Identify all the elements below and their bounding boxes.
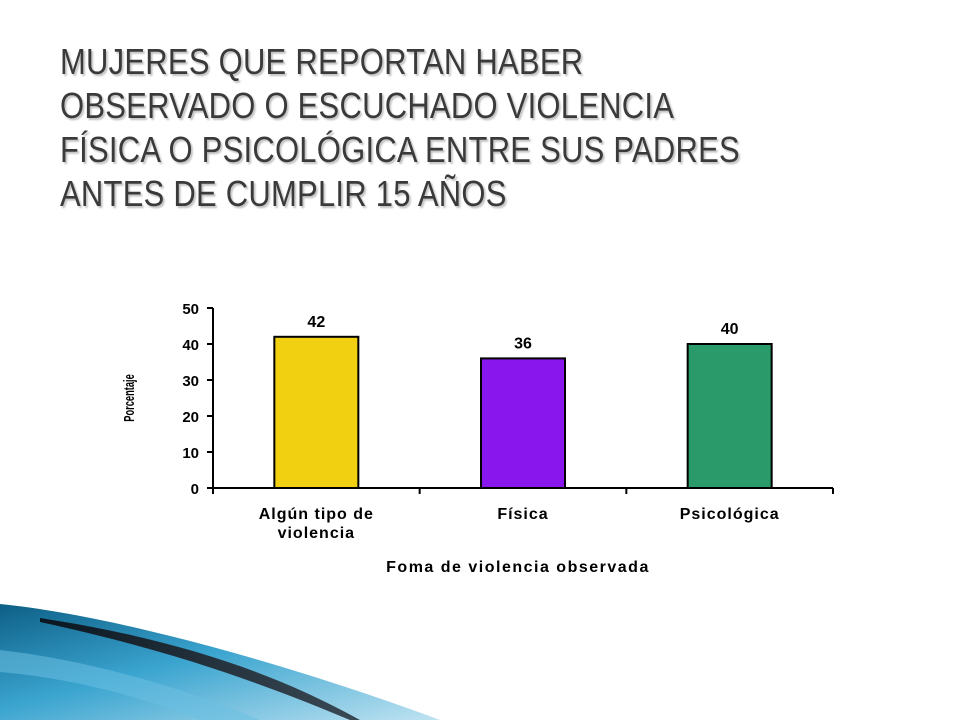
- bar: [480, 357, 566, 490]
- y-tick-label: 40: [182, 337, 199, 354]
- bar: [273, 335, 360, 489]
- slide-title: MUJERES QUE REPORTAN HABER OBSERVADO O E…: [60, 41, 740, 214]
- x-category-label: Física: [497, 506, 548, 523]
- bar-data-label: 40: [721, 321, 739, 338]
- chart-layer: 0 10 20 30 40 50 42 Algún tipo de violencia 36 Fís…: [182, 301, 834, 542]
- swoosh-highlight: [0, 650, 260, 720]
- y-tick-label: 0: [191, 481, 199, 498]
- bar: [686, 343, 773, 489]
- bar-chart-svg: 0 10 20 30 40 50 42 Algún tipo de violencia 36 Fís…: [121, 301, 834, 576]
- y-axis-title: Porcentaje: [121, 374, 138, 422]
- x-category-label: violencia: [278, 525, 355, 542]
- bar-chart: 0 10 20 30 40 50 42 Algún tipo de violencia 36 Fís…: [100, 288, 860, 588]
- x-axis-title: Foma de violencia observada: [386, 559, 650, 576]
- y-tick-label: 10: [182, 445, 199, 462]
- bar-data-label: 36: [514, 335, 532, 352]
- x-category-label: Algún tipo de: [259, 506, 374, 523]
- y-tick-label: 20: [182, 409, 199, 426]
- swoosh-shadow: [40, 618, 360, 720]
- bar-data-label: 42: [307, 314, 325, 331]
- y-tick-label: 50: [182, 301, 199, 318]
- x-category-label: Psicológica: [680, 506, 780, 523]
- y-tick-label: 30: [182, 373, 199, 390]
- decorative-swoosh: [0, 604, 440, 720]
